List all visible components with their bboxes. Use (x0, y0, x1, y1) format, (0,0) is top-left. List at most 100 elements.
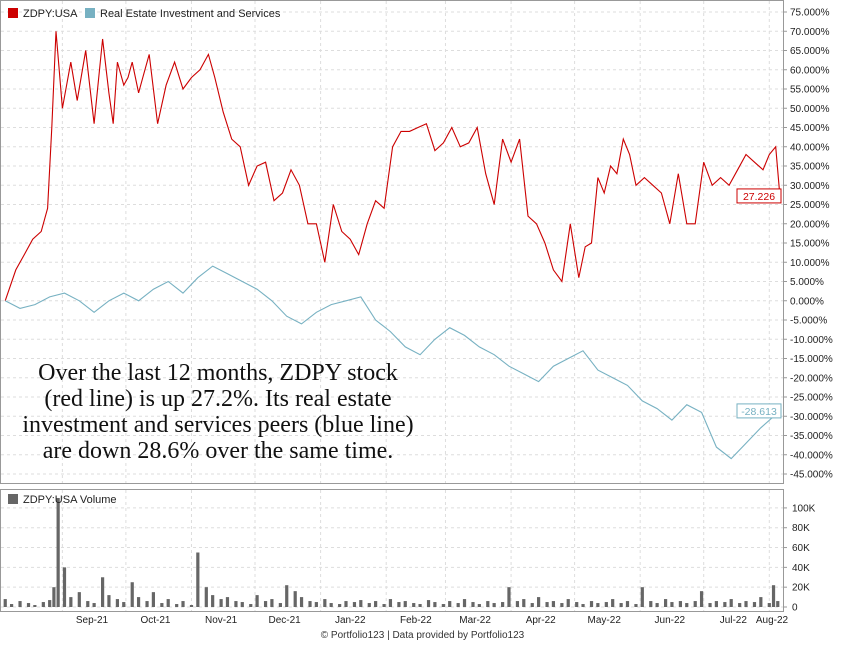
volume-bar (278, 603, 282, 607)
volume-bar (515, 601, 520, 607)
x-tick-label: Feb-22 (400, 615, 432, 626)
peers-line (4, 265, 781, 460)
volume-bar (418, 604, 422, 607)
y-tick-label: 65.000% (790, 46, 830, 57)
volume-bar (115, 599, 120, 607)
volume-bar (352, 602, 357, 607)
price-y-tick-labels: 75.000% 70.000% 65.000% 60.000% 55.000% 50.00… (783, 8, 833, 481)
footer-credit: © Portfolio123 | Data provided by Portfo… (320, 630, 525, 641)
volume-bar (649, 601, 653, 607)
y-tick-label: -15.000% (790, 354, 833, 365)
volume-bar (344, 601, 348, 607)
volume-bar (456, 603, 460, 607)
volume-bar (308, 601, 312, 607)
legend-swatch-volume (8, 494, 18, 504)
x-tick-label: Aug-22 (756, 615, 789, 626)
x-tick-label: Apr-22 (526, 615, 556, 626)
volume-bar (9, 604, 14, 607)
volume-bar (263, 601, 268, 607)
y-tick-label: 20.000% (790, 219, 830, 230)
y-tick-label: -20.000% (790, 373, 833, 384)
y-tick-label: 15.000% (790, 239, 830, 250)
volume-bar (69, 597, 73, 607)
volume-bar (367, 603, 371, 607)
volume-bar (708, 603, 712, 607)
volume-bar (397, 602, 401, 607)
volume-bar (26, 603, 31, 607)
volume-y-tick-labels: 0 20K 40K 60K 80K 100K (783, 503, 816, 614)
x-tick-label: Jun-22 (655, 615, 686, 626)
volume-tick-label: 20K (792, 583, 810, 594)
volume-bar (240, 602, 244, 607)
volume-bar (619, 603, 623, 607)
y-tick-label: 60.000% (790, 65, 830, 76)
volume-bar (560, 603, 564, 607)
volume-bar (160, 603, 164, 607)
price-series-lines (4, 31, 781, 460)
volume-bar (299, 597, 304, 607)
volume-bar (462, 599, 467, 607)
volume-bar (382, 604, 386, 607)
y-tick-label: -40.000% (790, 450, 833, 461)
y-tick-label: 30.000% (790, 181, 830, 192)
volume-bar (189, 605, 194, 607)
volume-bar (640, 587, 644, 607)
volume-bar (52, 587, 56, 607)
volume-bar (433, 602, 437, 607)
volume-bar (759, 597, 763, 607)
volume-bar (3, 599, 7, 607)
volume-bar (625, 601, 630, 607)
volume-bar (492, 603, 496, 607)
volume-bar (729, 599, 733, 607)
volume-bar (551, 601, 556, 607)
volume-bar (225, 597, 230, 607)
volume-bar (62, 567, 67, 607)
legend-swatch-zdpy (8, 8, 18, 18)
annotation-text: Over the last 12 months, ZDPY stock (red… (22, 360, 414, 464)
end-label-text: 27.226 (743, 191, 775, 203)
volume-bar (699, 591, 704, 607)
volume-bar (255, 595, 259, 607)
x-tick-label: Mar-22 (459, 615, 491, 626)
volume-bar (771, 585, 776, 607)
volume-bar (249, 604, 253, 607)
price-legend: ZDPY:USA Real Estate Investment and Servi… (8, 8, 281, 20)
volume-bar (323, 599, 327, 607)
volume-bar (545, 602, 549, 607)
y-tick-label: -25.000% (790, 393, 833, 404)
end-label-box (736, 403, 782, 419)
volume-bar (738, 603, 742, 607)
volume-bar (581, 604, 585, 607)
volume-bar (48, 600, 52, 607)
volume-bar (18, 601, 22, 607)
volume-bar (100, 577, 105, 607)
volume-bar (589, 601, 594, 607)
volume-bar (56, 498, 60, 607)
volume-bar (767, 603, 771, 607)
volume-bar (596, 603, 600, 607)
volume-bar (359, 600, 363, 607)
volume-bar (530, 603, 534, 607)
volume-bar (388, 599, 393, 607)
volume-legend: ZDPY:USA Volume (8, 494, 117, 506)
price-panel-frame (0, 0, 784, 484)
y-tick-label: 70.000% (790, 27, 830, 38)
volume-bar (536, 597, 541, 607)
volume-bar (41, 602, 45, 607)
y-tick-label: -35.000% (790, 431, 833, 442)
volume-bar (634, 604, 638, 607)
volume-bar (685, 603, 689, 607)
volume-bar (403, 601, 407, 607)
volume-bar (714, 601, 718, 607)
y-tick-label: -30.000% (790, 412, 833, 423)
volume-bar (338, 604, 342, 607)
x-tick-label: Nov-21 (205, 615, 238, 626)
volume-bar (604, 602, 608, 607)
volume-bar (670, 602, 674, 607)
volume-bar (145, 601, 149, 607)
volume-bar (285, 585, 289, 607)
y-tick-label: 25.000% (790, 200, 830, 211)
volume-bar (501, 602, 505, 607)
volume-tick-label: 80K (792, 523, 810, 534)
volume-bar (412, 603, 416, 607)
